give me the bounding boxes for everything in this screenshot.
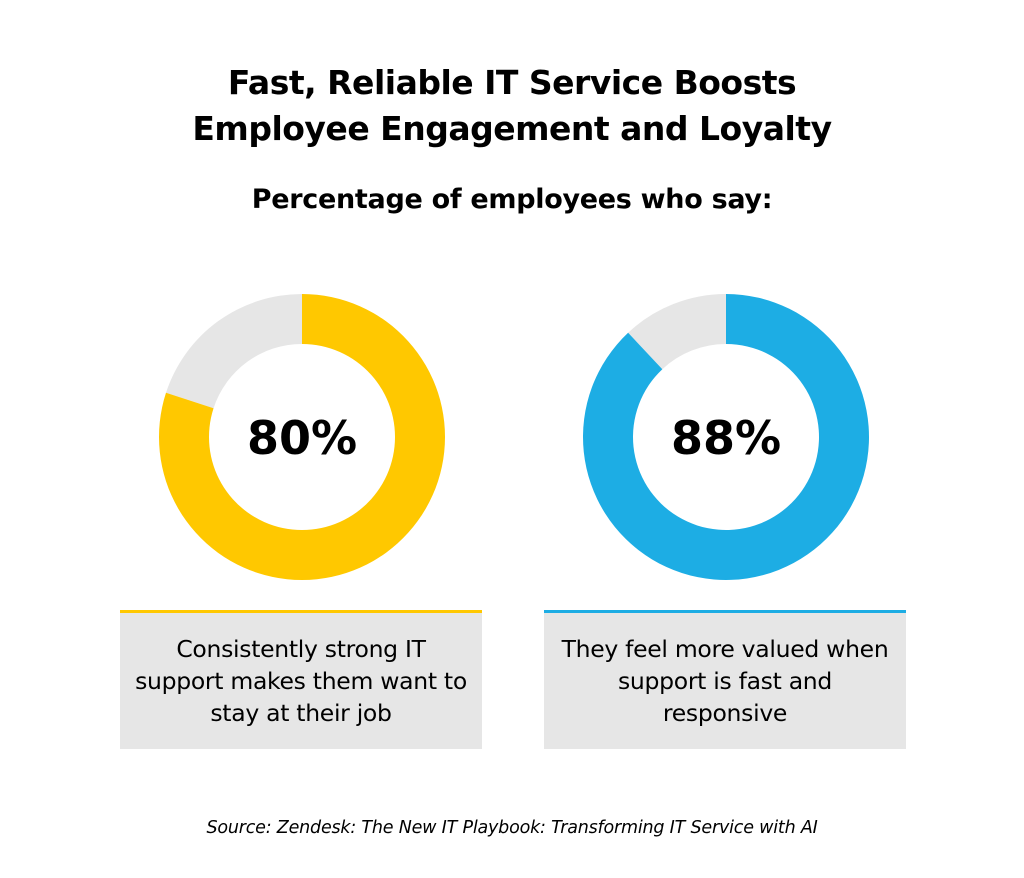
source-note: Source: Zendesk: The New IT Playbook: Tr… (206, 818, 818, 838)
caption-text: They feel more valued when support is fa… (561, 635, 889, 727)
accent-line (120, 610, 482, 613)
chart-subtitle: Percentage of employees who say: (251, 184, 773, 215)
chart-title-line-1: Fast, Reliable IT Service Boosts (227, 63, 797, 102)
donut-slice-agree (158, 294, 445, 580)
caption-box: They feel more valued when support is fa… (544, 613, 906, 749)
chart-title-line-2: Employee Engagement and Loyalty (192, 109, 832, 148)
donut-svg-stay: 80% (158, 294, 445, 580)
caption-box: Consistently strong IT support makes the… (120, 613, 482, 749)
donut-slice-remainder (628, 294, 726, 370)
donut-center-label: 80% (247, 411, 357, 465)
donut-slice-remainder (165, 294, 302, 409)
donut-chart-stay: 80% (157, 292, 447, 582)
stat-panel-valued: 88% They feel more valued when support i… (544, 292, 906, 752)
donut-chart-valued: 88% (581, 292, 871, 582)
caption-text: Consistently strong IT support makes the… (135, 635, 467, 727)
donut-svg-valued: 88% (583, 294, 869, 580)
donut-center-label: 88% (671, 411, 781, 465)
stat-panel-stay: 80% Consistently strong IT support makes… (120, 292, 482, 752)
accent-line (544, 610, 906, 613)
chart-title: Fast, Reliable IT Service Boosts Employe… (0, 60, 1024, 152)
donut-slice-agree (583, 294, 869, 580)
